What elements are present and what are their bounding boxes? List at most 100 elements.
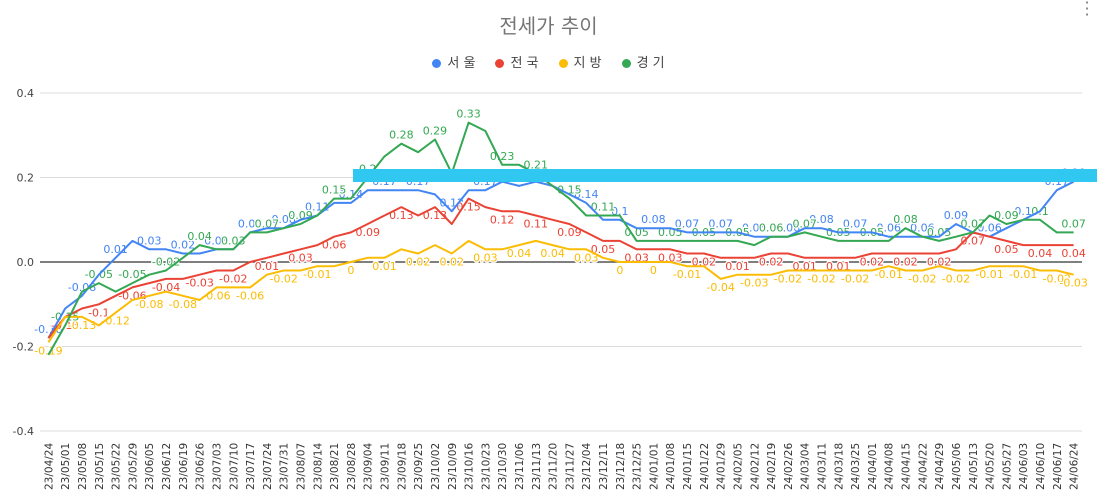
- data-label: -0.03: [1059, 277, 1087, 290]
- x-tick-label: 23/06/26: [195, 443, 207, 490]
- x-tick-label: 24/02/05: [732, 443, 744, 490]
- data-label: 0.09: [355, 226, 380, 239]
- x-tick-label: 24/01/29: [716, 443, 728, 490]
- x-tick-label: 24/06/17: [1052, 443, 1064, 490]
- data-label: 0.04: [540, 247, 565, 260]
- legend-item[interactable]: 전 국: [495, 52, 539, 71]
- legend-dot-icon: [558, 59, 568, 68]
- legend-label: 지 방: [573, 56, 602, 71]
- x-tick-label: 24/01/01: [648, 443, 660, 490]
- data-label: 0.07: [708, 217, 733, 230]
- data-label: -0.02: [219, 272, 247, 285]
- legend-item[interactable]: 지 방: [558, 52, 602, 71]
- x-tick-label: 24/01/08: [665, 443, 677, 490]
- data-label: -0.01: [673, 268, 701, 281]
- data-label: -0.01: [874, 268, 902, 281]
- data-label: -0.01: [303, 268, 331, 281]
- legend-label: 서 울: [447, 56, 476, 71]
- x-tick-label: 24/05/06: [951, 443, 963, 490]
- y-tick-label: -0.4: [13, 425, 34, 438]
- more-options-icon[interactable]: · · ·: [1084, 0, 1090, 24]
- data-label: 0.09: [994, 209, 1019, 222]
- data-label: 0.02: [860, 256, 885, 269]
- highlight-bar: [353, 169, 1097, 182]
- x-tick-label: 23/10/16: [464, 443, 476, 490]
- x-tick-label: 24/04/22: [917, 443, 929, 490]
- x-tick-label: 24/03/18: [833, 443, 845, 490]
- data-label: -0.19: [34, 344, 62, 357]
- data-label: 0.04: [507, 247, 532, 260]
- x-tick-label: 24/04/01: [867, 443, 879, 490]
- data-label: 0.02: [440, 256, 465, 269]
- data-label: -0.08: [135, 298, 163, 311]
- data-label: 0.06: [742, 222, 767, 235]
- y-tick-label: -0.2: [13, 341, 34, 354]
- x-tick-label: 23/12/25: [632, 443, 644, 490]
- legend-item[interactable]: 경 기: [621, 52, 665, 71]
- data-label: 0.02: [171, 239, 196, 252]
- x-tick-label: 23/06/05: [144, 443, 156, 490]
- data-label: 0.06: [977, 222, 1002, 235]
- chart-title: 전세가 추이: [499, 14, 598, 38]
- x-tick-label: 24/06/10: [1035, 443, 1047, 490]
- x-tick-label: 23/11/13: [531, 443, 543, 490]
- data-label: 0.14: [574, 188, 599, 201]
- data-label: -0.08: [68, 281, 96, 294]
- x-tick-label: 23/09/25: [413, 443, 425, 490]
- x-tick-label: 24/04/29: [934, 443, 946, 490]
- x-tick-label: 23/11/20: [548, 443, 560, 490]
- x-tick-label: 24/01/22: [699, 443, 711, 490]
- data-label: 0.29: [423, 124, 448, 137]
- x-tick-label: 24/05/20: [985, 443, 997, 490]
- x-tick-label: 24/05/13: [968, 443, 980, 490]
- x-tick-label: 24/05/27: [1001, 443, 1013, 490]
- data-label: 0.06: [322, 239, 347, 252]
- data-label: -0.13: [68, 319, 96, 332]
- data-label: 0.11: [524, 218, 549, 231]
- data-label: -0.02: [908, 272, 936, 285]
- data-label: 0.02: [893, 256, 918, 269]
- data-label: -0.01: [1009, 268, 1037, 281]
- x-tick-label: 23/09/18: [396, 443, 408, 490]
- x-tick-label: 23/08/28: [346, 443, 358, 490]
- data-label: 0.06: [876, 222, 901, 235]
- data-label: -0.02: [1043, 272, 1071, 285]
- data-label: 0.12: [490, 213, 515, 226]
- x-tick-label: 23/08/21: [329, 443, 341, 490]
- data-label: 0.08: [641, 213, 666, 226]
- data-label: -0.02: [807, 272, 835, 285]
- data-label: 0.03: [204, 234, 229, 247]
- legend-item[interactable]: 서 울: [432, 52, 475, 71]
- data-label: -0.1: [88, 306, 109, 319]
- data-label: 0.07: [675, 217, 700, 230]
- line-layer: [47, 121, 1075, 356]
- data-label-layer: -0.18-0.080.010.03 0.02 0.030.07 0.080.110.…: [33, 106, 1089, 358]
- data-label: 0.09: [557, 226, 582, 239]
- data-label: -0.08: [169, 298, 197, 311]
- data-label: -0.02: [774, 272, 802, 285]
- data-label: 0.11: [591, 201, 616, 214]
- x-tick-label: 23/10/09: [447, 443, 459, 490]
- data-label: 0.13: [389, 209, 414, 222]
- x-tick-label: 24/02/26: [783, 443, 795, 490]
- data-label: -0.06: [236, 289, 264, 302]
- data-label: 0: [616, 264, 623, 277]
- y-tick-label: 0.0: [17, 256, 35, 269]
- data-label: 0.02: [927, 256, 952, 269]
- legend-dot-icon: [432, 59, 442, 68]
- grid-layer: [40, 92, 1082, 432]
- data-label: -0.04: [152, 281, 180, 294]
- data-label: 0.09: [944, 209, 969, 222]
- data-label: 0.03: [574, 251, 599, 264]
- x-tick-label: 24/03/25: [850, 443, 862, 490]
- x-tick-label: 24/06/03: [1018, 443, 1030, 490]
- data-label: -0.02: [942, 272, 970, 285]
- x-tick-label: 23/07/24: [262, 443, 274, 490]
- series-line: [47, 197, 1074, 339]
- data-label: 0.28: [389, 129, 414, 142]
- data-label: 0.02: [759, 256, 784, 269]
- x-tick-label: 23/08/14: [312, 443, 324, 490]
- data-label: 0: [347, 264, 354, 277]
- x-tick-label: 24/06/24: [1069, 443, 1081, 490]
